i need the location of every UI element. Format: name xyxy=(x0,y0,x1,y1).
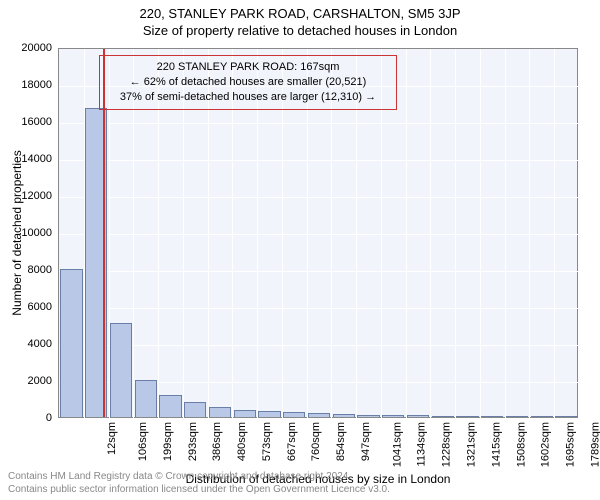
title-main: 220, STANLEY PARK ROAD, CARSHALTON, SM5 … xyxy=(0,0,600,21)
gridline-h xyxy=(59,160,579,161)
gridline-h xyxy=(59,308,579,309)
histogram-bar xyxy=(456,416,478,417)
histogram-bar xyxy=(481,416,503,417)
xtick-label: 1134sqm xyxy=(415,422,427,466)
annotation-box: 220 STANLEY PARK ROAD: 167sqm← 62% of de… xyxy=(99,55,397,110)
histogram-bar xyxy=(407,415,429,417)
xtick-label: 1228sqm xyxy=(441,422,453,467)
histogram-bar xyxy=(357,415,379,417)
gridline-h xyxy=(59,197,579,198)
xtick-label: 667sqm xyxy=(286,422,298,461)
xtick-label: 760sqm xyxy=(311,422,323,461)
plot-area: 220 STANLEY PARK ROAD: 167sqm← 62% of de… xyxy=(58,48,578,418)
histogram-bar xyxy=(258,411,280,417)
ytick-label: 10000 xyxy=(2,227,52,239)
xtick-label: 1321sqm xyxy=(465,422,477,467)
xtick-label: 1508sqm xyxy=(515,422,527,467)
ytick-label: 16000 xyxy=(2,116,52,128)
xtick-label: 1602sqm xyxy=(540,422,552,467)
xtick-label: 199sqm xyxy=(162,422,174,461)
ytick-label: 2000 xyxy=(2,375,52,387)
gridline-h xyxy=(59,345,579,346)
histogram-bar xyxy=(382,415,404,417)
xtick-label: 293sqm xyxy=(187,422,199,461)
annotation-line: ← 62% of detached houses are smaller (20… xyxy=(106,75,390,90)
histogram-bar xyxy=(308,413,330,417)
histogram-bar xyxy=(234,410,256,417)
gridline-v xyxy=(480,49,481,419)
histogram-bar xyxy=(209,407,231,417)
gridline-v xyxy=(529,49,530,419)
histogram-bar xyxy=(531,416,553,417)
xtick-label: 1041sqm xyxy=(391,422,403,467)
xtick-label: 854sqm xyxy=(335,422,347,461)
gridline-v xyxy=(554,49,555,419)
ytick-label: 6000 xyxy=(2,301,52,313)
ytick-label: 18000 xyxy=(2,79,52,91)
gridline-v xyxy=(505,49,506,419)
histogram-bar xyxy=(184,402,206,417)
title-sub: Size of property relative to detached ho… xyxy=(0,21,600,38)
ytick-label: 14000 xyxy=(2,153,52,165)
annotation-line: 37% of semi-detached houses are larger (… xyxy=(106,90,390,105)
ytick-label: 4000 xyxy=(2,338,52,350)
histogram-bar xyxy=(333,414,355,417)
histogram-bar xyxy=(60,269,82,417)
ytick-label: 8000 xyxy=(2,264,52,276)
footer-line: Contains HM Land Registry data © Crown c… xyxy=(8,470,390,483)
footer-line: Contains public sector information licen… xyxy=(8,483,390,496)
gridline-h xyxy=(59,123,579,124)
xtick-label: 12sqm xyxy=(106,422,118,455)
histogram-bar xyxy=(283,412,305,417)
ytick-label: 12000 xyxy=(2,190,52,202)
histogram-bar xyxy=(159,395,181,417)
gridline-v xyxy=(455,49,456,419)
ytick-label: 20000 xyxy=(2,42,52,54)
xtick-label: 573sqm xyxy=(261,422,273,461)
histogram-bar xyxy=(506,416,528,417)
xtick-label: 1695sqm xyxy=(564,422,576,467)
xtick-label: 480sqm xyxy=(236,422,248,461)
xtick-label: 1415sqm xyxy=(490,422,502,467)
histogram-bar xyxy=(432,416,454,417)
xtick-label: 947sqm xyxy=(360,422,372,461)
gridline-v xyxy=(430,49,431,419)
chart: 220 STANLEY PARK ROAD: 167sqm← 62% of de… xyxy=(58,48,578,418)
annotation-line: 220 STANLEY PARK ROAD: 167sqm xyxy=(106,60,390,75)
xtick-label: 1789sqm xyxy=(589,422,600,467)
histogram-bar xyxy=(135,380,157,417)
xtick-label: 106sqm xyxy=(137,422,149,461)
histogram-bar xyxy=(110,323,132,417)
xtick-label: 386sqm xyxy=(212,422,224,461)
gridline-v xyxy=(406,49,407,419)
histogram-bar xyxy=(555,416,577,417)
ytick-label: 0 xyxy=(2,412,52,424)
footer-attribution: Contains HM Land Registry data © Crown c… xyxy=(8,470,390,496)
gridline-h xyxy=(59,234,579,235)
gridline-h xyxy=(59,271,579,272)
